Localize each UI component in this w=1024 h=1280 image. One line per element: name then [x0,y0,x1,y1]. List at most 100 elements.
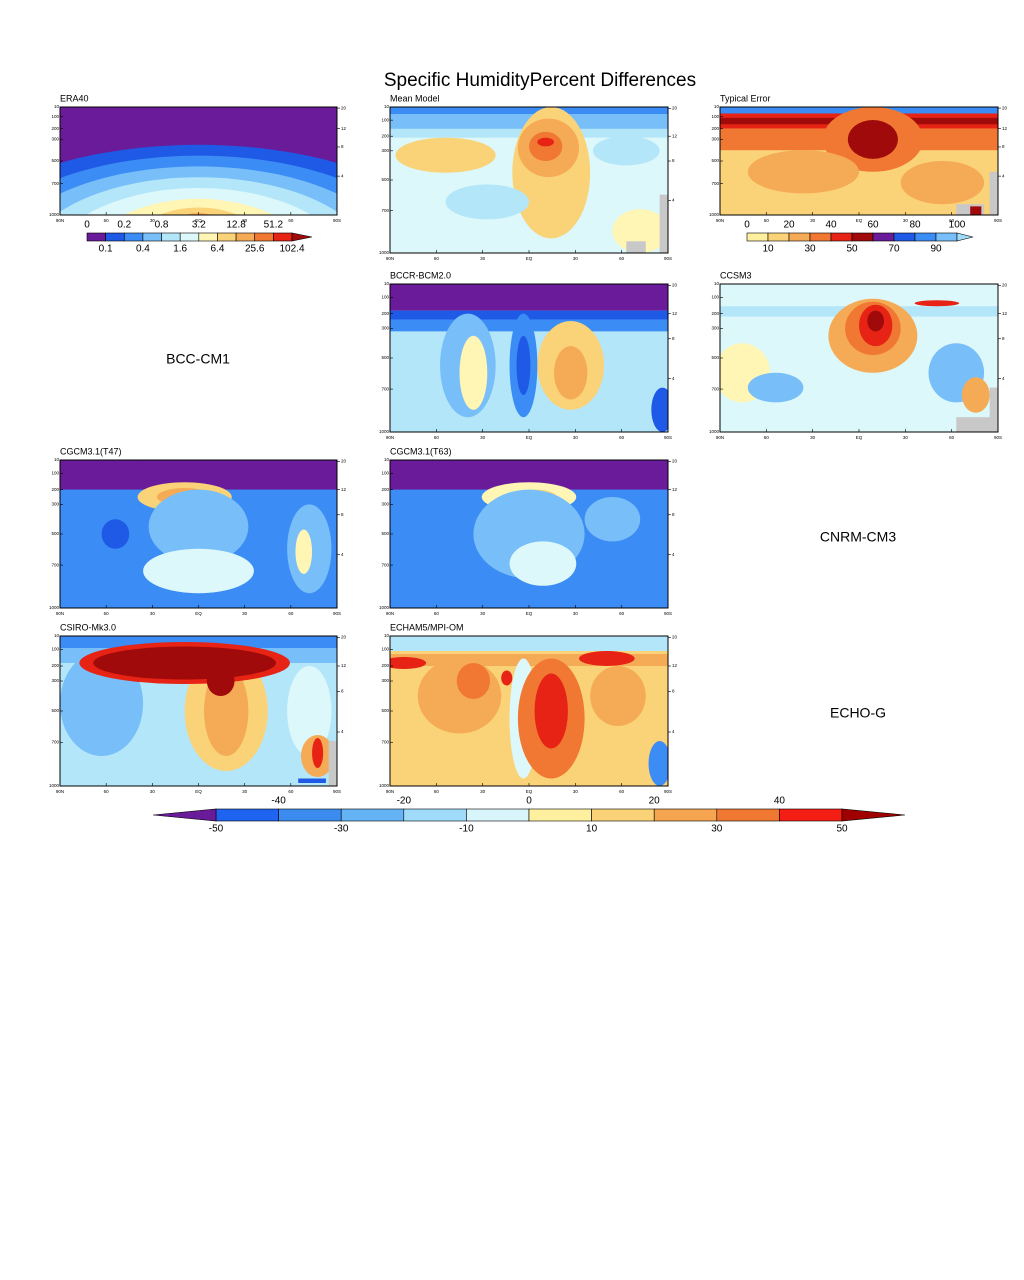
y-tick-label: 100 [381,295,389,300]
colorbar-segment [935,232,958,242]
y2-tick-label: 12 [672,133,678,138]
x-tick-label: 60 [104,611,110,616]
contour-field [60,460,337,608]
y-tick-label: 200 [381,311,389,316]
colorbar-label: 20 [649,796,661,807]
y-tick-label: 700 [381,562,389,567]
contour-field [720,284,998,432]
colorbar-segment [872,232,895,242]
contour-region [417,658,502,734]
y-tick-label: 1000 [49,605,60,610]
colorbar-label: 0 [744,220,750,231]
contour-region [501,670,513,686]
y-tick-label: 500 [711,158,719,163]
y-tick-label: 1000 [709,429,720,434]
y2-tick-label: 12 [1002,126,1008,131]
y2-tick-label: 12 [341,663,347,668]
contour-region [900,161,985,205]
y2-tick-label: 4 [341,729,344,734]
y-tick-label: 700 [381,208,389,213]
x-tick-label: 90N [386,435,394,440]
colorbar-label: 0.4 [136,244,150,255]
y-tick-label: 300 [381,326,389,331]
contour-region [747,372,804,403]
x-tick-label: 90S [994,218,1002,223]
contour-region [148,489,249,564]
contour-region [747,150,860,194]
colorbar-label: 40 [774,796,786,807]
x-tick-label: 90N [386,611,394,616]
x-tick-label: 30 [242,789,248,794]
x-tick-label: EQ [526,789,533,794]
contour-field [390,107,668,253]
y2-tick-label: 12 [672,487,678,492]
x-tick-label: 60 [288,218,294,223]
y2-tick-label: 4 [672,376,675,381]
x-tick-label: 90S [664,256,672,261]
x-tick-label: 90S [333,789,341,794]
colorbar-segment [809,232,832,242]
y-tick-label: 300 [381,678,389,683]
contour-region [554,346,588,400]
x-tick-label: 90N [386,789,394,794]
colorbar-segment [235,232,256,242]
x-tick-label: EQ [195,789,202,794]
x-tick-label: 30 [242,611,248,616]
x-tick-label: 60 [619,789,625,794]
x-tick-label: 90S [333,611,341,616]
y-tick-label: 200 [51,487,59,492]
x-tick-label: 60 [949,218,955,223]
y2-tick-label: 8 [341,512,344,517]
y-tick-label: 1000 [709,212,720,217]
y2-tick-label: 12 [341,126,347,131]
colorbar-segment [653,808,718,822]
x-tick-label: 60 [619,256,625,261]
colorbar-label: -50 [209,824,224,835]
y-tick-label: 10 [384,104,390,109]
colorbar-segment [142,232,162,242]
y2-tick-label: 8 [1002,336,1005,341]
contour-region [989,171,998,215]
y-tick-label: 1000 [379,250,390,255]
contour-region [456,663,491,699]
colorbar-label: 80 [909,220,921,231]
contour-region [537,137,555,147]
figure-title: Specific HumidityPercent Differences [384,70,696,91]
y2-tick-label: 20 [341,635,347,640]
colorbar-segment [403,808,467,822]
panel-label: Mean Model [390,93,440,103]
y-tick-label: 10 [384,633,390,638]
x-tick-label: EQ [526,611,533,616]
y-tick-label: 300 [381,502,389,507]
x-tick-label: 30 [242,218,248,223]
colorbar-label: 20 [783,220,795,231]
y2-tick-label: 20 [341,459,347,464]
y2-tick-label: 8 [341,144,344,149]
contour-region [961,377,990,413]
panel-label: Typical Error [720,93,771,103]
colorbar-label: 50 [846,244,858,255]
y-tick-label: 1000 [49,783,60,788]
x-tick-label: 30 [573,789,579,794]
y2-tick-label: 12 [1002,311,1008,316]
y-tick-label: 10 [54,104,60,109]
y2-tick-label: 12 [672,311,678,316]
contour-region [648,741,668,786]
contour-field [60,107,337,215]
x-tick-label: 30 [150,789,156,794]
y-tick-label: 10 [714,104,720,109]
colorbar-label: 0.2 [117,220,131,231]
y-tick-label: 700 [51,740,59,745]
colorbar-label: -20 [397,796,412,807]
y-tick-label: 1000 [379,605,390,610]
x-tick-label: 30 [903,218,909,223]
colorbar-segment [767,232,790,242]
y2-tick-label: 20 [672,283,678,288]
colorbar-segment [340,808,405,822]
colorbar-label: 90 [930,244,942,255]
x-tick-label: 60 [104,218,110,223]
y-tick-label: 300 [51,137,59,142]
contour-region [867,310,885,332]
y-tick-label: 100 [51,647,59,652]
y-tick-label: 200 [711,311,719,316]
